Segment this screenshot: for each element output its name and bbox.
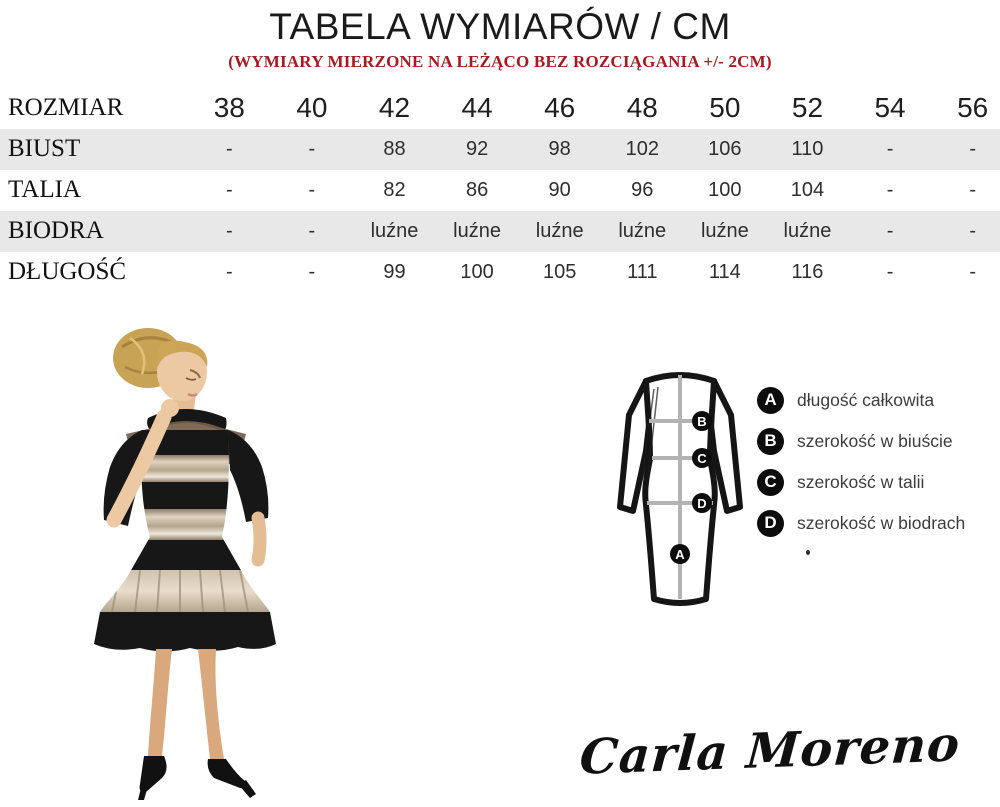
table-cell: luźne — [453, 219, 501, 242]
table-cell: 110 — [791, 137, 824, 160]
table-cell: 105 — [542, 260, 577, 283]
model-head — [157, 343, 207, 401]
table-cell: 114 — [708, 260, 741, 283]
table-cell: - — [225, 260, 233, 283]
table-cell: 90 — [548, 178, 571, 201]
table-cell: luźne — [783, 219, 832, 242]
model-photo — [94, 328, 276, 800]
table-cell: 86 — [465, 178, 489, 201]
table-cell: - — [886, 260, 894, 283]
table-cell: 88 — [383, 137, 406, 160]
table-cell: - — [308, 219, 316, 242]
table-cell: 116 — [791, 260, 824, 283]
legend-letter-badge: C — [757, 468, 784, 496]
table-row: BIUST - - 88 92 98 102 106 110 - - — [0, 128, 1000, 170]
row-label: DŁUGOŚĆ — [8, 258, 127, 286]
table-cell: luźne — [618, 219, 667, 242]
dress-diagram: B C D A — [617, 372, 743, 606]
table-cell: luźne — [535, 219, 584, 242]
model-legs — [148, 649, 172, 756]
table-row: DŁUGOŚĆ - - 99 100 105 111 114 116 - - — [0, 252, 1000, 293]
table-cell: 102 — [625, 137, 659, 160]
table-row: BIODRA - - luźne luźne luźne luźne luźne luźne - - — [0, 210, 1000, 252]
table-cell: - — [225, 137, 233, 160]
legend-label: szerokość w biodrach — [797, 512, 966, 533]
svg-text:C: C — [697, 451, 707, 466]
hair-front — [157, 340, 208, 367]
period-mark — [806, 550, 810, 555]
hem-ruffle — [94, 612, 276, 652]
table-cell: 96 — [631, 178, 654, 201]
legend-label: szerokość w talii — [797, 471, 925, 492]
table-cell: - — [969, 137, 976, 160]
row-label: TALIA — [8, 176, 81, 204]
size-table-body: ROZMIAR 38 40 42 44 46 48 50 52 54 56 BIUST - - 88 92 98… — [0, 87, 1000, 293]
table-cell: 106 — [708, 137, 742, 160]
table-cell: - — [886, 219, 894, 242]
legend-letter-badge: D — [757, 509, 784, 537]
size-column-header: 52 — [791, 91, 824, 123]
table-cell: 98 — [548, 137, 571, 160]
table-cell: 104 — [790, 178, 825, 201]
table-cell: - — [225, 178, 233, 201]
legend-letter-badge: A — [757, 386, 784, 414]
right-sleeve — [228, 430, 269, 522]
table-cell: luźne — [370, 219, 419, 242]
table-cell: - — [886, 137, 894, 160]
table-cell: - — [308, 178, 316, 201]
size-column-header: 48 — [626, 91, 658, 123]
size-table: ROZMIAR 38 40 42 44 46 48 50 52 54 56 BIUST - - 88 92 98… — [0, 87, 1000, 293]
table-cell: 111 — [627, 260, 658, 283]
brand-signature: Carla Moreno — [577, 716, 963, 786]
svg-text:B: B — [697, 414, 706, 429]
legend-label: szerokość w biuście — [797, 430, 953, 451]
legend-label: długość całkowita — [797, 389, 935, 410]
table-cell: 99 — [383, 260, 406, 283]
high-heel — [139, 756, 167, 793]
marker-c-icon — [692, 448, 712, 468]
size-column-header: 42 — [378, 91, 411, 123]
size-column-header: 56 — [957, 91, 989, 123]
size-column-header: 40 — [296, 91, 328, 123]
marker-b-icon — [692, 411, 712, 431]
table-cell: - — [969, 260, 976, 283]
table-cell: - — [886, 178, 894, 201]
svg-text:D: D — [697, 496, 706, 511]
table-cell: 100 — [708, 178, 742, 201]
table-cell: luźne — [700, 219, 749, 242]
marker-d-icon — [692, 493, 712, 513]
page-title: TABELA WYMIARÓW / CM — [269, 6, 731, 47]
table-cell: 82 — [383, 178, 406, 201]
marker-a-icon — [670, 544, 690, 564]
table-cell: - — [308, 260, 316, 283]
row-label: BIODRA — [8, 217, 104, 245]
table-cell: - — [969, 219, 976, 242]
left-sleeve — [103, 430, 142, 526]
table-header-row: ROZMIAR 38 40 42 44 46 48 50 52 54 56 — [0, 87, 1000, 129]
table-cell: 92 — [465, 137, 489, 160]
page-subtitle: (WYMIARY MIERZONE NA LEŻĄCO BEZ ROZCIĄGA… — [228, 51, 772, 71]
table-cell: - — [225, 219, 233, 242]
table-cell: - — [969, 178, 976, 201]
size-column-header: 50 — [709, 91, 741, 123]
size-column-header: 38 — [213, 91, 245, 123]
legend-letter-badge: B — [757, 427, 784, 455]
size-column-header: 46 — [544, 91, 576, 123]
table-cell: 100 — [460, 260, 494, 283]
svg-text:A: A — [675, 547, 685, 562]
size-column-header: 44 — [461, 91, 493, 123]
table-row: TALIA - - 82 86 90 96 100 104 - - — [0, 170, 1000, 211]
table-cell: - — [308, 137, 316, 160]
size-row-label: ROZMIAR — [8, 93, 124, 121]
row-label: BIUST — [8, 135, 81, 163]
size-column-header: 54 — [874, 91, 906, 123]
